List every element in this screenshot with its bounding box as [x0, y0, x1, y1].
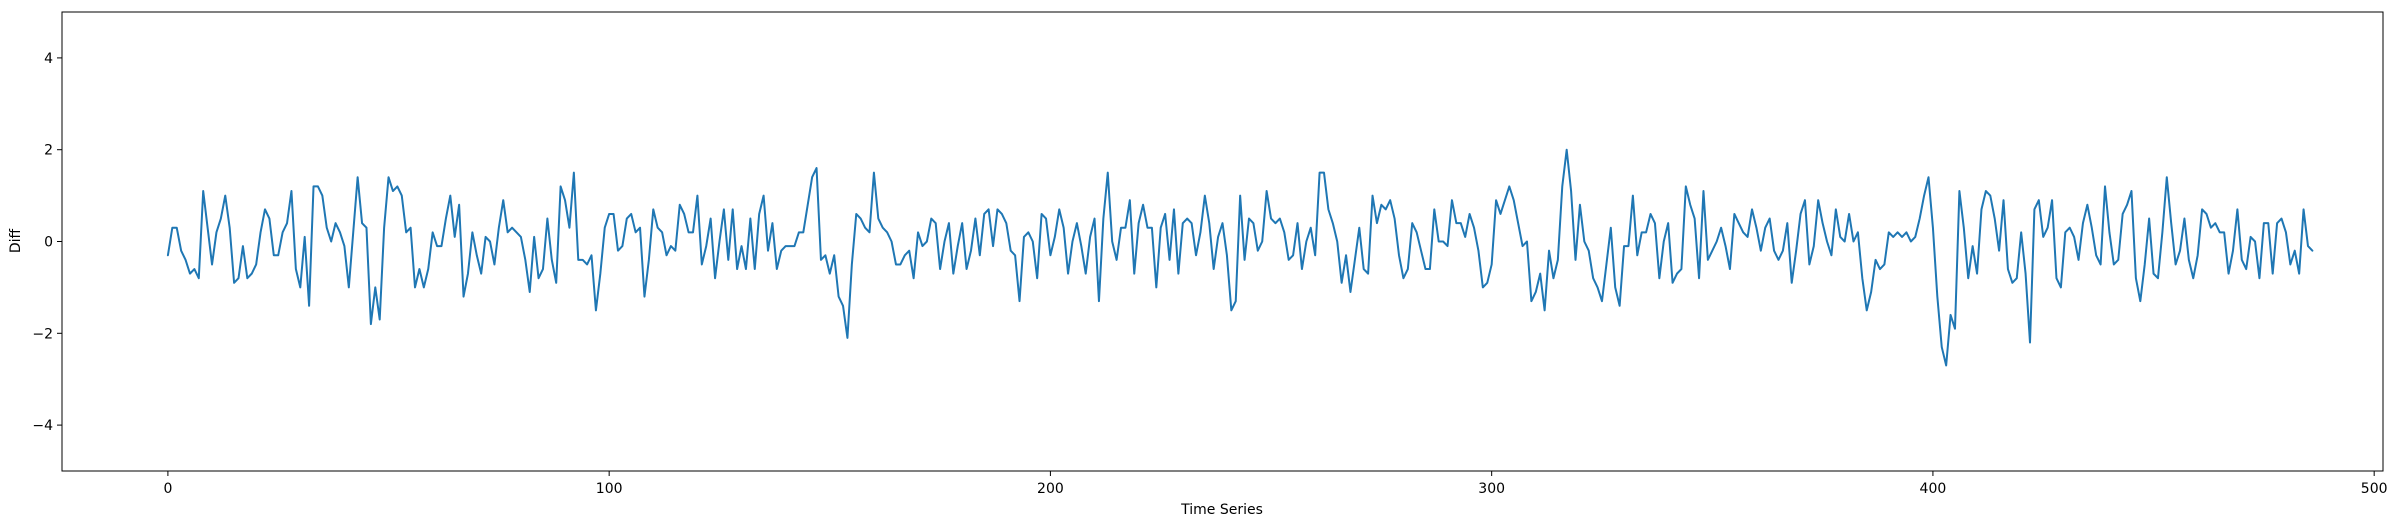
x-tick-label: 400	[1920, 481, 1947, 497]
y-axis-label: Diff	[8, 228, 24, 253]
y-tick-label: 2	[44, 143, 53, 159]
plot-frame	[61, 11, 2384, 472]
y-tick-label: 0	[44, 235, 53, 251]
y-axis-ticks: −4 −2 0 2 4	[32, 51, 62, 434]
x-tick-label: 300	[1478, 481, 1505, 497]
y-tick-label: −4	[32, 418, 53, 434]
y-tick-label: 4	[44, 51, 53, 67]
x-tick-label: 0	[163, 481, 172, 497]
x-tick-label: 100	[596, 481, 623, 497]
series-line	[166, 148, 2314, 367]
x-tick-label: 500	[2361, 481, 2388, 497]
x-tick-label: 200	[1037, 481, 1064, 497]
x-axis-ticks: 0 100 200 300 400 500	[163, 471, 2388, 497]
x-axis-label: Time Series	[1180, 502, 1263, 518]
y-tick-label: −2	[32, 326, 53, 342]
